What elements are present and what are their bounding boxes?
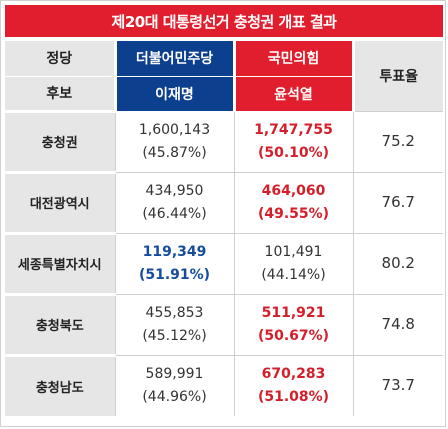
ppp-votes: 511,921 bbox=[261, 304, 326, 321]
region-label: 충청남도 bbox=[5, 353, 115, 416]
dem-percent: (45.87%) bbox=[142, 144, 207, 161]
turnout-value: 74.8 bbox=[352, 293, 443, 355]
dem-votes: 434,950 bbox=[145, 182, 204, 199]
region-label: 대전광역시 bbox=[5, 170, 115, 233]
ppp-percent: (51.08%) bbox=[257, 388, 330, 405]
ppp-votes: 101,491 bbox=[264, 243, 323, 260]
ppp-result-cell: 101,491 (44.14%) bbox=[233, 232, 353, 294]
turnout-value: 80.2 bbox=[352, 232, 443, 294]
dem-votes: 1,600,143 bbox=[138, 121, 211, 138]
table-row: 충청북도 455,853 (45.12%) 511,921 (50.67%) 74.8 bbox=[5, 292, 443, 355]
ppp-percent: (50.67%) bbox=[257, 327, 330, 344]
ppp-result-cell: 511,921 (50.67%) bbox=[233, 293, 353, 355]
ppp-result-cell: 1,747,755 (50.10%) bbox=[233, 110, 353, 172]
ppp-votes: 464,060 bbox=[261, 182, 326, 199]
page-title: 제20대 대통령선거 충청권 개표 결과 bbox=[5, 5, 443, 37]
dem-result-cell: 1,600,143 (45.87%) bbox=[114, 110, 234, 172]
dem-percent: (45.12%) bbox=[142, 327, 207, 344]
dem-percent: (51.91%) bbox=[138, 266, 211, 283]
turnout-value: 73.7 bbox=[352, 354, 443, 416]
results-table: 정당 더불어민주당 국민의힘 투표율 후보 이재명 윤석열 충청권 1,600,1… bbox=[5, 41, 443, 416]
dem-candidate-header: 이재명 bbox=[113, 76, 234, 112]
region-label: 세종특별자치시 bbox=[5, 231, 115, 294]
table-row: 충청권 1,600,143 (45.87%) 1,747,755 (50.10%) 75.… bbox=[5, 109, 443, 172]
table-row: 충청남도 589,991 (44.96%) 670,283 (51.08%) 73.7 bbox=[5, 353, 443, 416]
ppp-result-cell: 670,283 (51.08%) bbox=[233, 354, 353, 416]
dem-votes: 119,349 bbox=[142, 243, 207, 260]
ppp-party-header: 국민의힘 bbox=[232, 41, 353, 77]
dem-result-cell: 589,991 (44.96%) bbox=[114, 354, 234, 416]
ppp-votes: 1,747,755 bbox=[254, 121, 333, 138]
ppp-percent: (50.10%) bbox=[257, 144, 330, 161]
party-header-label: 정당 bbox=[5, 41, 115, 77]
ppp-percent: (44.14%) bbox=[261, 266, 326, 283]
ppp-result-cell: 464,060 (49.55%) bbox=[233, 171, 353, 233]
ppp-candidate-header: 윤석열 bbox=[232, 76, 353, 112]
dem-percent: (44.96%) bbox=[142, 388, 207, 405]
dem-result-cell: 434,950 (46.44%) bbox=[114, 171, 234, 233]
dem-result-cell: 119,349 (51.91%) bbox=[114, 232, 234, 294]
dem-party-header: 더불어민주당 bbox=[113, 41, 234, 77]
header-row-party: 정당 더불어민주당 국민의힘 투표율 bbox=[5, 41, 443, 111]
turnout-value: 76.7 bbox=[352, 171, 443, 233]
table-row: 세종특별자치시 119,349 (51.91%) 101,491 (44.14%) 80.… bbox=[5, 231, 443, 294]
turnout-value: 75.2 bbox=[352, 110, 443, 172]
candidate-header-label: 후보 bbox=[5, 76, 115, 112]
dem-result-cell: 455,853 (45.12%) bbox=[114, 293, 234, 355]
region-label: 충청권 bbox=[5, 109, 115, 172]
ppp-percent: (49.55%) bbox=[257, 205, 330, 222]
dem-votes: 589,991 bbox=[145, 365, 204, 382]
ppp-votes: 670,283 bbox=[261, 365, 326, 382]
turnout-header: 투표율 bbox=[351, 41, 443, 111]
region-label: 충청북도 bbox=[5, 292, 115, 355]
dem-votes: 455,853 bbox=[145, 304, 204, 321]
dem-percent: (46.44%) bbox=[142, 205, 207, 222]
table-row: 대전광역시 434,950 (46.44%) 464,060 (49.55%) 76.7 bbox=[5, 170, 443, 233]
